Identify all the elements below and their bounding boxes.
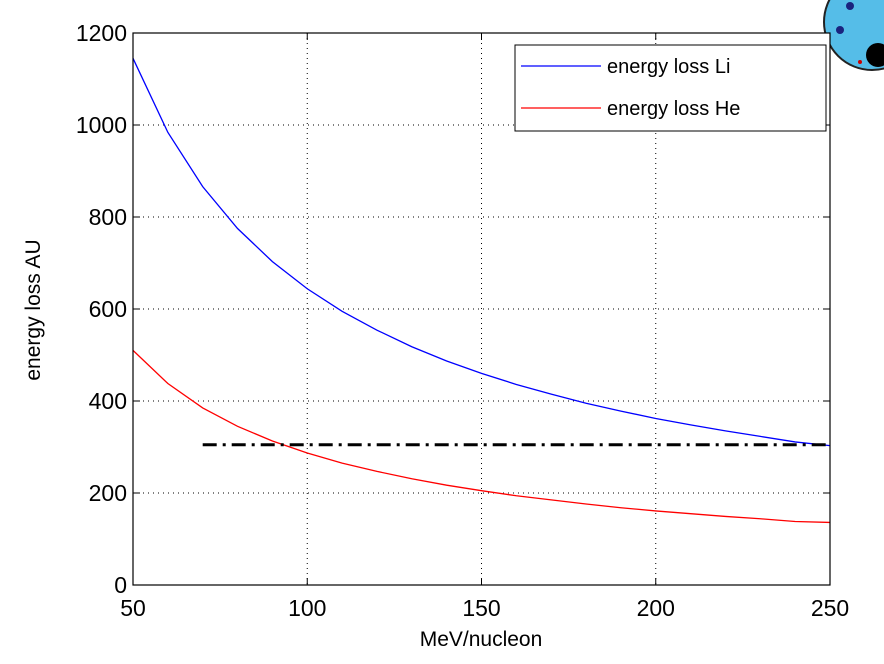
x-tick-label: 200 <box>637 595 675 621</box>
data-line <box>132 58 831 447</box>
legend: energy loss Li energy loss He <box>514 44 827 132</box>
y-tick-label: 400 <box>89 388 127 414</box>
logo-dot <box>866 43 884 67</box>
y-axis-label: energy loss AU <box>22 239 45 380</box>
y-tick-label: 1200 <box>76 20 127 46</box>
y-tick-label: 1000 <box>76 112 127 138</box>
plot-frame <box>132 32 831 586</box>
y-tick-label: 600 <box>89 296 127 322</box>
x-tick-label: 150 <box>462 595 500 621</box>
legend-label: energy loss He <box>607 98 740 120</box>
logo <box>823 0 884 71</box>
logo-dot <box>836 26 844 34</box>
y-tick-label: 800 <box>89 204 127 230</box>
x-axis-label: MeV/nucleon <box>420 628 543 651</box>
logo-dot <box>858 60 862 64</box>
x-tick-label: 250 <box>811 595 849 621</box>
legend-box <box>514 44 827 132</box>
logo-dot <box>846 2 854 10</box>
x-tick-label: 100 <box>288 595 326 621</box>
y-tick-label: 0 <box>114 572 127 598</box>
legend-label: energy loss Li <box>607 56 730 78</box>
y-tick-label: 200 <box>89 480 127 506</box>
data-line <box>132 349 831 524</box>
x-tick-label: 50 <box>120 595 146 621</box>
